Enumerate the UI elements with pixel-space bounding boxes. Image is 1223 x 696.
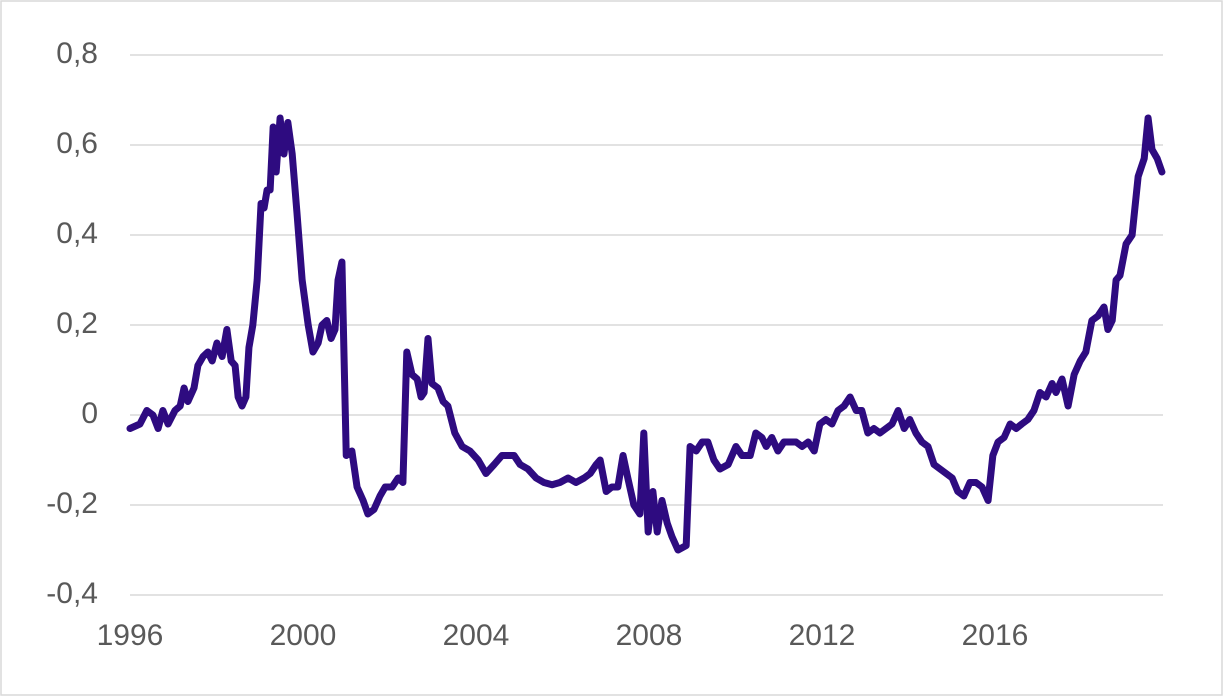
x-tick-label: 2008 (616, 619, 683, 652)
y-tick-label: 0 (81, 397, 98, 430)
x-tick-label: 1996 (97, 619, 164, 652)
data-line (126, 114, 1166, 554)
y-tick-label: 0,8 (56, 37, 98, 70)
y-tick-label: 0,2 (56, 307, 98, 340)
y-tick-label: 0,4 (56, 217, 98, 250)
y-tick-label: -0,2 (46, 487, 98, 520)
x-tick-label: 2004 (443, 619, 510, 652)
y-tick-label: -0,4 (46, 577, 98, 610)
x-tick-label: 2000 (270, 619, 337, 652)
y-tick-label: 0,6 (56, 127, 98, 160)
x-tick-label: 2012 (789, 619, 856, 652)
x-tick-label: 2016 (962, 619, 1029, 652)
